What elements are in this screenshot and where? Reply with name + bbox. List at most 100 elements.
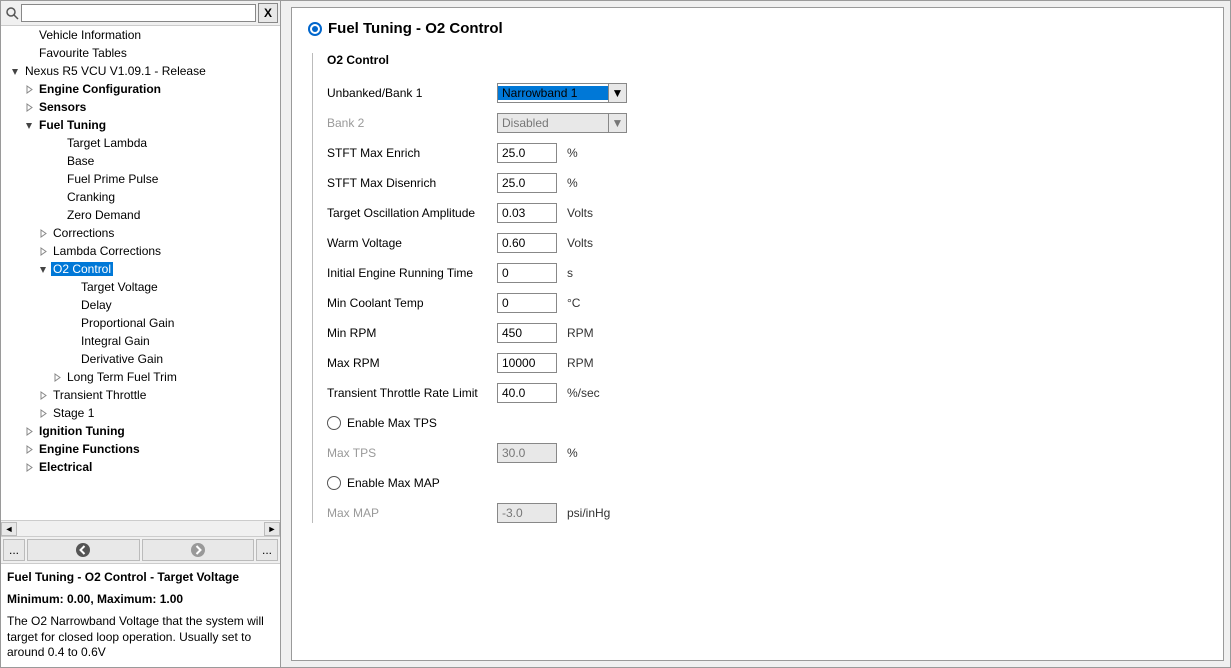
input-max-map bbox=[497, 503, 557, 523]
label-max-rpm: Max RPM bbox=[327, 356, 497, 370]
chevron-right-icon[interactable] bbox=[51, 371, 63, 383]
tree-item-label: Electrical bbox=[37, 460, 94, 474]
info-description: The O2 Narrowband Voltage that the syste… bbox=[7, 614, 274, 661]
tree-item-label: Sensors bbox=[37, 100, 88, 114]
tree-item-label: Proportional Gain bbox=[79, 316, 176, 330]
input-stft-enrich[interactable] bbox=[497, 143, 557, 163]
input-stft-disenrich[interactable] bbox=[497, 173, 557, 193]
tree-item-label: Favourite Tables bbox=[37, 46, 129, 60]
tree-item[interactable]: Nexus R5 VCU V1.09.1 - Release bbox=[1, 62, 280, 80]
tree-item[interactable]: Fuel Prime Pulse bbox=[1, 170, 280, 188]
input-warm-voltage[interactable] bbox=[497, 233, 557, 253]
tree-item[interactable]: Proportional Gain bbox=[1, 314, 280, 332]
tree-item-label: Engine Functions bbox=[37, 442, 142, 456]
nav-row: ... ... bbox=[1, 536, 280, 563]
input-throttle-rate[interactable] bbox=[497, 383, 557, 403]
row-osc-amp: Target Oscillation Amplitude Volts bbox=[327, 203, 1207, 223]
tree-item[interactable]: Corrections bbox=[1, 224, 280, 242]
row-max-tps: Max TPS % bbox=[327, 443, 1207, 463]
unit-max-tps: % bbox=[567, 446, 578, 460]
tree-item[interactable]: Target Lambda bbox=[1, 134, 280, 152]
check-enable-map[interactable] bbox=[327, 476, 341, 490]
tree-item-label: Stage 1 bbox=[51, 406, 96, 420]
chevron-right-icon[interactable] bbox=[23, 101, 35, 113]
tree-item[interactable]: Integral Gain bbox=[1, 332, 280, 350]
search-input[interactable] bbox=[21, 4, 256, 22]
unit-init-time: s bbox=[567, 266, 573, 280]
chevron-down-icon[interactable] bbox=[9, 65, 21, 77]
tree-item[interactable]: Transient Throttle bbox=[1, 386, 280, 404]
left-panel: X Vehicle Information Favourite Tables Nex… bbox=[1, 1, 281, 667]
tree-item-label: Integral Gain bbox=[79, 334, 152, 348]
unit-min-rpm: RPM bbox=[567, 326, 594, 340]
chevron-right-icon[interactable] bbox=[37, 389, 49, 401]
scroll-left-icon[interactable]: ◄ bbox=[1, 522, 17, 536]
page-radio-icon bbox=[308, 22, 322, 36]
tree-item[interactable]: Engine Configuration bbox=[1, 80, 280, 98]
input-osc-amp[interactable] bbox=[497, 203, 557, 223]
tree-item[interactable]: Delay bbox=[1, 296, 280, 314]
tree-item[interactable]: Sensors bbox=[1, 98, 280, 116]
chevron-right-icon[interactable] bbox=[37, 407, 49, 419]
label-osc-amp: Target Oscillation Amplitude bbox=[327, 206, 497, 220]
tree-item[interactable]: Long Term Fuel Trim bbox=[1, 368, 280, 386]
chevron-down-icon: ▼ bbox=[608, 114, 626, 132]
select-bank1[interactable]: Narrowband 1 ▼ bbox=[497, 83, 627, 103]
search-clear-button[interactable]: X bbox=[258, 3, 278, 23]
chevron-right-icon[interactable] bbox=[23, 425, 35, 437]
section-title: O2 Control bbox=[327, 53, 1207, 67]
nav-tree[interactable]: Vehicle Information Favourite Tables Nexus… bbox=[1, 26, 280, 520]
row-enable-map: Enable Max MAP bbox=[327, 473, 1207, 493]
page-title: Fuel Tuning - O2 Control bbox=[328, 20, 503, 37]
input-max-rpm[interactable] bbox=[497, 353, 557, 373]
tree-item[interactable]: Zero Demand bbox=[1, 206, 280, 224]
scroll-right-icon[interactable]: ► bbox=[264, 522, 280, 536]
tree-item-label: Cranking bbox=[65, 190, 117, 204]
tree-item[interactable]: Engine Functions bbox=[1, 440, 280, 458]
chevron-right-icon[interactable] bbox=[23, 83, 35, 95]
chevron-right-icon[interactable] bbox=[37, 245, 49, 257]
tree-item[interactable]: Derivative Gain bbox=[1, 350, 280, 368]
row-bank1: Unbanked/Bank 1 Narrowband 1 ▼ bbox=[327, 83, 1207, 103]
chevron-right-icon[interactable] bbox=[23, 461, 35, 473]
unit-throttle-rate: %/sec bbox=[567, 386, 600, 400]
label-min-rpm: Min RPM bbox=[327, 326, 497, 340]
nav-back-button[interactable] bbox=[27, 539, 140, 561]
tree-item[interactable]: Target Voltage bbox=[1, 278, 280, 296]
input-init-time[interactable] bbox=[497, 263, 557, 283]
unit-stft-disenrich: % bbox=[567, 176, 578, 190]
right-panel: Fuel Tuning - O2 Control O2 Control Unba… bbox=[281, 1, 1230, 667]
search-icon bbox=[3, 4, 21, 22]
row-throttle-rate: Transient Throttle Rate Limit %/sec bbox=[327, 383, 1207, 403]
tree-item-label: Fuel Prime Pulse bbox=[65, 172, 160, 186]
tree-item[interactable]: O2 Control bbox=[1, 260, 280, 278]
tree-item-label: Target Lambda bbox=[65, 136, 149, 150]
input-min-coolant[interactable] bbox=[497, 293, 557, 313]
chevron-right-icon[interactable] bbox=[23, 443, 35, 455]
tree-item-label: Long Term Fuel Trim bbox=[65, 370, 179, 384]
row-min-coolant: Min Coolant Temp °C bbox=[327, 293, 1207, 313]
tree-item[interactable]: Fuel Tuning bbox=[1, 116, 280, 134]
tree-hscroll[interactable]: ◄ ► bbox=[1, 520, 280, 536]
tree-item[interactable]: Ignition Tuning bbox=[1, 422, 280, 440]
tree-item[interactable]: Stage 1 bbox=[1, 404, 280, 422]
tree-item[interactable]: Electrical bbox=[1, 458, 280, 476]
nav-forward-button[interactable] bbox=[142, 539, 255, 561]
select-bank2-value: Disabled bbox=[498, 116, 608, 130]
chevron-down-icon[interactable] bbox=[23, 119, 35, 131]
tree-item[interactable]: Lambda Corrections bbox=[1, 242, 280, 260]
chevron-right-icon[interactable] bbox=[37, 227, 49, 239]
check-enable-tps[interactable] bbox=[327, 416, 341, 430]
tree-item[interactable]: Favourite Tables bbox=[1, 44, 280, 62]
unit-max-rpm: RPM bbox=[567, 356, 594, 370]
nav-more-after-button[interactable]: ... bbox=[256, 539, 278, 561]
tree-item[interactable]: Cranking bbox=[1, 188, 280, 206]
tree-item[interactable]: Base bbox=[1, 152, 280, 170]
tree-item[interactable]: Vehicle Information bbox=[1, 26, 280, 44]
nav-more-before-button[interactable]: ... bbox=[3, 539, 25, 561]
tree-item-label: O2 Control bbox=[51, 262, 113, 276]
tree-container: Vehicle Information Favourite Tables Nexus… bbox=[1, 26, 280, 520]
label-bank2: Bank 2 bbox=[327, 116, 497, 130]
input-min-rpm[interactable] bbox=[497, 323, 557, 343]
chevron-down-icon[interactable] bbox=[37, 263, 49, 275]
